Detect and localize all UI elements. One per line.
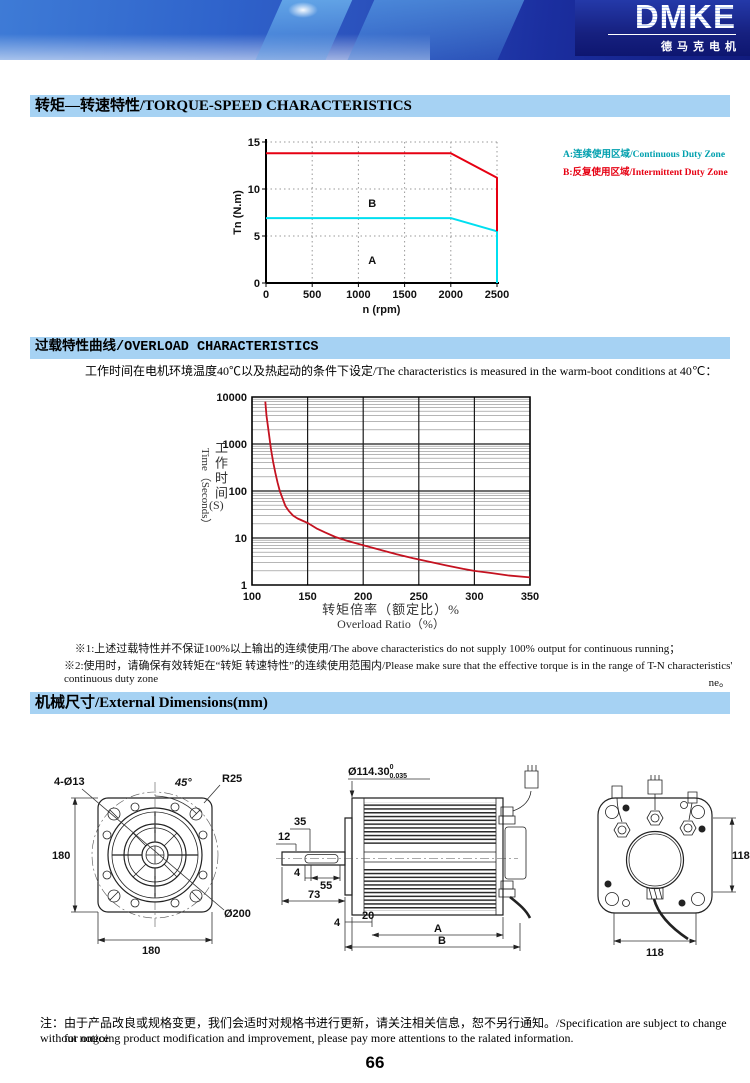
dim-label-4a: 4 xyxy=(294,867,301,879)
legend-continuous-duty-zone: A:连续使用区域/Continuous Duty Zone xyxy=(563,150,726,160)
front-flange-drawing: 180 180 4-Ø13 45° R25 Ø200 xyxy=(52,773,251,957)
overload-ylabel-unit: (S) xyxy=(209,498,224,512)
legend-intermittent-duty-zone: B:反复使用区域/Intermittent Duty Zone xyxy=(563,168,728,178)
dim-label-55: 55 xyxy=(320,880,332,892)
svg-text:200: 200 xyxy=(354,591,372,603)
overload-condition-note: 工作时间在电机环境温度40℃以及热起动的条件下设定/The characteri… xyxy=(85,364,718,378)
svg-text:n (rpm): n (rpm) xyxy=(363,304,401,316)
corner-screws xyxy=(108,808,202,902)
overload-note-2-cont: ne。 xyxy=(708,677,730,689)
svg-text:1: 1 xyxy=(241,580,247,592)
side-view-drawing: Ø114.300 0.035 35 12 4 55 73 4 20 A B xyxy=(272,764,562,967)
dim-label-rear-height: 118 xyxy=(732,850,750,862)
dim-label-corner-radius: R25 xyxy=(222,773,242,785)
svg-text:2000: 2000 xyxy=(439,289,463,301)
section-title-dimensions: 机械尺寸/External Dimensions(mm) xyxy=(30,692,730,714)
bolt-holes xyxy=(103,803,207,907)
footer-note-line2: for ongoing product modification and imp… xyxy=(64,1031,574,1045)
cooling-fins-bottom xyxy=(364,868,496,911)
svg-text:10: 10 xyxy=(235,533,247,545)
dim-label-4b: 4 xyxy=(334,917,341,929)
overload-note-1: ※1:上述过载特性并不保证100%以上输出的连续使用/The above cha… xyxy=(74,643,681,655)
svg-text:350: 350 xyxy=(521,591,539,603)
svg-text:250: 250 xyxy=(410,591,428,603)
cable-outlet xyxy=(647,888,688,939)
dim-label-35: 35 xyxy=(294,816,306,828)
dim-label-flange-width: 180 xyxy=(142,945,160,957)
dim-label-rear-width: 118 xyxy=(646,947,664,959)
overload-xlabel-en: Overload Ratio（%） xyxy=(337,617,445,631)
svg-text:1000: 1000 xyxy=(346,289,370,301)
svg-text:2500: 2500 xyxy=(485,289,509,301)
svg-text:0: 0 xyxy=(254,278,260,290)
dim-label-flange-height: 180 xyxy=(52,850,70,862)
svg-text:100: 100 xyxy=(243,591,261,603)
mounting-holes xyxy=(604,802,706,907)
cooling-fins-top xyxy=(364,802,496,844)
header-glow xyxy=(288,2,318,18)
brand-logo: DMKE 德马克电机 xyxy=(575,0,750,56)
dim-label-A: A xyxy=(434,923,442,935)
svg-text:A: A xyxy=(368,255,376,267)
svg-text:B: B xyxy=(368,198,376,210)
terminal-top xyxy=(499,765,538,824)
footer-note-line1: 注：由于产品改良或规格变更，我们会适时对规格书进行更新，请关注相关信息，恕不另行… xyxy=(40,1016,727,1045)
svg-text:150: 150 xyxy=(298,591,316,603)
terminal-nuts xyxy=(614,811,696,837)
dim-label-shaft-boss-diameter: Ø114.300 0.035 xyxy=(348,764,407,780)
dim-label-angle: 45° xyxy=(174,777,192,789)
terminal-plate xyxy=(505,827,526,879)
rear-view-drawing: 118 118 xyxy=(582,772,750,959)
overload-chart: 1 10 100 1000 10000 100 150 200 250 300 350 xyxy=(216,392,539,603)
svg-text:0: 0 xyxy=(263,289,269,301)
torque-speed-chart: 0 500 1000 1500 2000 2500 0 5 10 15 A Bn (rpm) Tn (N… xyxy=(232,137,509,316)
brand-logo-subtitle: 德马克电机 xyxy=(661,41,741,53)
dim-label-mounting-holes: 4-Ø13 xyxy=(54,776,85,788)
svg-text:1500: 1500 xyxy=(392,289,416,301)
section-title-torque-speed: 转矩—转速特性/TORQUE-SPEED CHARACTERISTICS xyxy=(30,95,730,117)
svg-text:500: 500 xyxy=(303,289,321,301)
section-title-overload: 过载特性曲线/OVERLOAD CHARACTERISTICS xyxy=(30,337,730,359)
svg-text:10000: 10000 xyxy=(216,392,247,404)
dim-label-outer-diameter: Ø200 xyxy=(224,908,251,920)
overload-ylabel-cn: 工作时间 xyxy=(213,441,228,501)
brand-logo-text: DMKE xyxy=(634,0,736,35)
svg-text:300: 300 xyxy=(465,591,483,603)
svg-text:100: 100 xyxy=(229,486,247,498)
dim-label-20: 20 xyxy=(362,910,374,922)
overload-ylabel-en: Time（Seconds） xyxy=(199,448,211,530)
header-stripe xyxy=(343,0,527,60)
torque-chart-legend: A:连续使用区域/Continuous Duty Zone B:反复使用区域/I… xyxy=(563,146,749,182)
svg-text:5: 5 xyxy=(254,231,260,243)
svg-text:10: 10 xyxy=(248,184,260,196)
cable-gland-bottom xyxy=(499,881,530,918)
dim-label-B: B xyxy=(438,935,446,947)
overload-note-2: ※2:使用时，请确保有效转矩在“转矩 转速特性”的连续使用范围内/Please … xyxy=(64,660,733,685)
dim-label-12: 12 xyxy=(278,831,290,843)
svg-text:Tn (N.m): Tn (N.m) xyxy=(232,190,244,235)
svg-text:1000: 1000 xyxy=(223,439,247,451)
overload-xlabel-cn: 转矩倍率（额定比）% xyxy=(322,602,460,617)
brand-logo-divider xyxy=(608,34,736,35)
page-number: 66 xyxy=(365,1053,385,1072)
svg-text:15: 15 xyxy=(248,137,260,149)
dim-label-73: 73 xyxy=(308,889,320,901)
header-banner: DMKE 德马克电机 xyxy=(0,0,750,60)
